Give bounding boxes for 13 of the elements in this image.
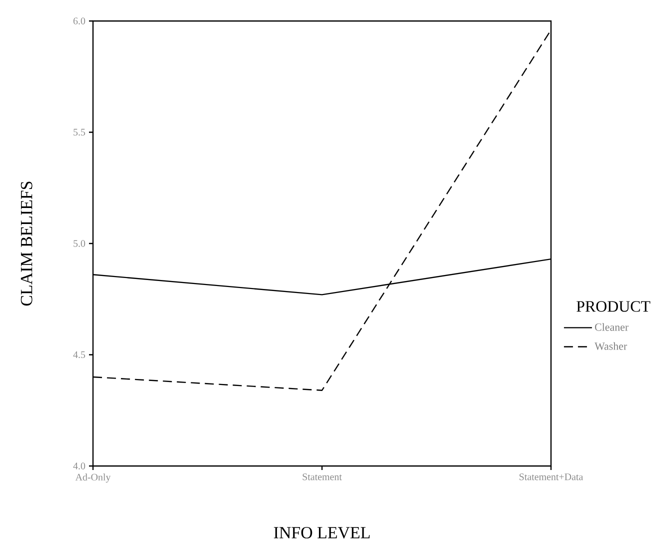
y-tick-label: 6.0 [73,18,86,24]
y-tick-label: 5.0 [74,240,86,247]
x-tick-label: Statement+Data [520,474,584,480]
x-axis-title: INFO LEVEL [274,527,370,538]
legend-label: Washer [594,342,628,350]
legend-title: PRODUCT [576,301,650,312]
y-tick-label: 5.5 [74,128,86,136]
y-tick-label: 4.5 [73,351,86,358]
x-tick-label: Statement [302,474,342,480]
legend-label: Cleaner [594,323,629,331]
y-axis-title: CLAIM BELIEFS [20,182,32,306]
x-tick-label: Ad-Only [75,474,111,483]
y-tick-label: 4.0 [73,462,86,470]
